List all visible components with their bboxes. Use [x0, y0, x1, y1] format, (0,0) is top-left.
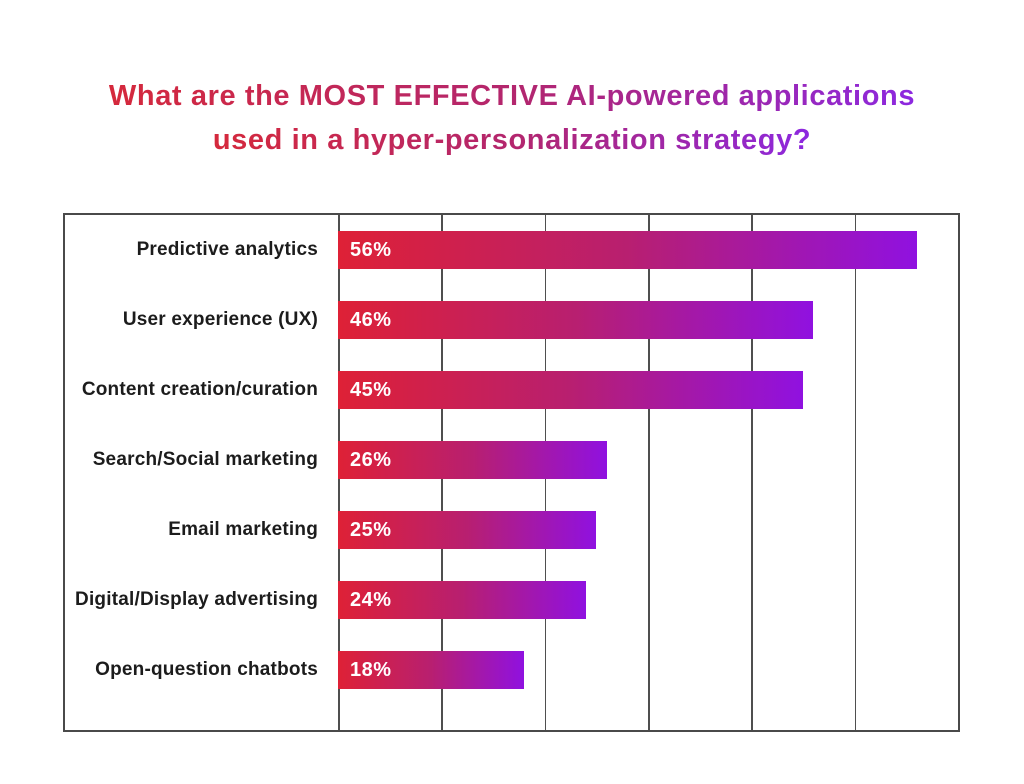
- row-plot-area: 26%: [338, 425, 958, 495]
- category-label: Email marketing: [168, 519, 318, 540]
- row-plot-area: 24%: [338, 565, 958, 635]
- bar: 56%: [338, 231, 917, 269]
- chart-row: Email marketing 25%: [65, 495, 958, 565]
- chart-title-line1: What are the MOST EFFECTIVE AI-powered a…: [109, 74, 915, 118]
- gridline: [648, 215, 650, 730]
- category-label: Predictive analytics: [136, 239, 318, 260]
- value-label: 46%: [350, 308, 392, 331]
- bar-rows: Predictive analytics 56% User experience…: [65, 215, 958, 705]
- bar: 25%: [338, 511, 597, 549]
- gridline: [854, 215, 857, 730]
- row-plot-area: 56%: [338, 215, 958, 285]
- chart: Predictive analytics 56% User experience…: [63, 213, 960, 732]
- bar: 18%: [338, 651, 524, 689]
- value-label: 26%: [350, 448, 392, 471]
- row-plot-area: 18%: [338, 635, 958, 705]
- gridline: [751, 215, 753, 730]
- chart-row: User experience (UX) 46%: [65, 285, 958, 355]
- bar: 45%: [338, 371, 803, 409]
- value-label: 24%: [350, 588, 392, 611]
- chart-row: Digital/Display advertising 24%: [65, 565, 958, 635]
- category-label: User experience (UX): [122, 309, 318, 330]
- chart-row: Open-question chatbots 18%: [65, 635, 958, 705]
- category-label: Digital/Display advertising: [75, 589, 318, 610]
- bar: 46%: [338, 301, 814, 339]
- value-label: 45%: [350, 378, 392, 401]
- value-label: 18%: [350, 658, 392, 681]
- chart-title: What are the MOST EFFECTIVE AI-powered a…: [0, 74, 1024, 162]
- value-label: 25%: [350, 518, 392, 541]
- value-label: 56%: [350, 238, 392, 261]
- row-plot-area: 45%: [338, 355, 958, 425]
- category-label: Content creation/curation: [81, 379, 318, 400]
- chart-row: Predictive analytics 56%: [65, 215, 958, 285]
- chart-title-line2: used in a hyper-personalization strategy…: [213, 118, 811, 162]
- bar: 24%: [338, 581, 586, 619]
- chart-row: Content creation/curation 45%: [65, 355, 958, 425]
- row-plot-area: 46%: [338, 285, 958, 355]
- category-label: Open-question chatbots: [95, 659, 318, 680]
- chart-row: Search/Social marketing 26%: [65, 425, 958, 495]
- category-label: Search/Social marketing: [92, 449, 318, 470]
- bar: 26%: [338, 441, 607, 479]
- row-plot-area: 25%: [338, 495, 958, 565]
